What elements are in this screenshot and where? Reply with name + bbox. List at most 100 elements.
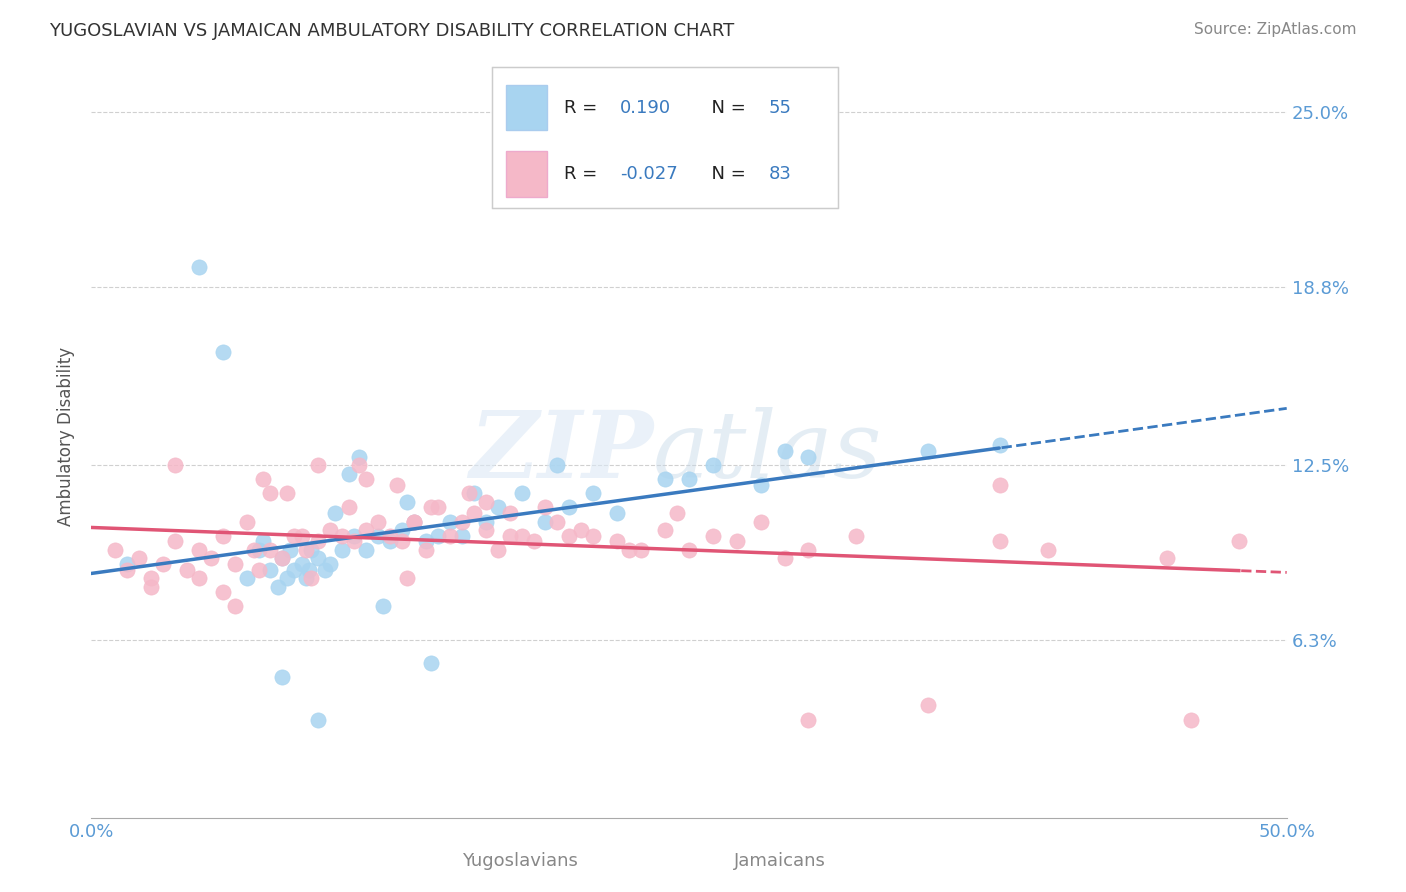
Point — [295, 571, 318, 585]
Point — [474, 515, 496, 529]
Point — [510, 486, 533, 500]
Point — [307, 458, 329, 472]
Point — [295, 542, 318, 557]
Point — [290, 529, 312, 543]
Point — [266, 580, 288, 594]
Point — [211, 529, 233, 543]
Point — [259, 542, 281, 557]
Point — [569, 523, 592, 537]
Point — [187, 571, 209, 585]
Point — [259, 563, 281, 577]
Point — [797, 450, 820, 464]
Point — [276, 486, 298, 500]
Point — [339, 467, 361, 481]
Point — [402, 515, 425, 529]
Point — [534, 500, 557, 515]
Point — [307, 551, 329, 566]
Point — [773, 444, 796, 458]
Point — [298, 563, 321, 577]
Point — [271, 551, 294, 566]
Point — [283, 563, 305, 577]
Point — [283, 529, 305, 543]
Point — [252, 472, 274, 486]
Point — [415, 534, 437, 549]
Point — [347, 450, 370, 464]
Point — [1156, 551, 1178, 566]
Point — [276, 571, 298, 585]
Point — [259, 486, 281, 500]
Point — [128, 551, 150, 566]
Point — [678, 472, 700, 486]
Point — [115, 563, 138, 577]
Point — [139, 580, 162, 594]
Point — [797, 542, 820, 557]
Point — [307, 713, 329, 727]
Point — [247, 542, 270, 557]
Point — [665, 506, 688, 520]
Point — [330, 542, 353, 557]
Point — [702, 529, 724, 543]
Point — [367, 529, 389, 543]
Point — [546, 515, 568, 529]
Point — [988, 534, 1011, 549]
Point — [339, 500, 361, 515]
Point — [343, 529, 366, 543]
Text: YUGOSLAVIAN VS JAMAICAN AMBULATORY DISABILITY CORRELATION CHART: YUGOSLAVIAN VS JAMAICAN AMBULATORY DISAB… — [49, 22, 734, 40]
Point — [486, 542, 509, 557]
Point — [395, 571, 418, 585]
Point — [1036, 542, 1059, 557]
Point — [725, 534, 748, 549]
Point — [1227, 534, 1250, 549]
Point — [546, 458, 568, 472]
Point — [617, 542, 640, 557]
Point — [387, 478, 409, 492]
Point — [463, 506, 485, 520]
Point — [235, 571, 257, 585]
Point — [391, 523, 413, 537]
Point — [450, 529, 472, 543]
Point — [187, 542, 209, 557]
Point — [152, 557, 174, 571]
Point — [486, 500, 509, 515]
Point — [367, 515, 389, 529]
Point — [463, 486, 485, 500]
Point — [498, 506, 520, 520]
Point — [558, 529, 581, 543]
Point — [252, 534, 274, 549]
Point — [988, 438, 1011, 452]
Point — [187, 260, 209, 275]
Point — [354, 523, 377, 537]
Point — [439, 515, 461, 529]
Text: Source: ZipAtlas.com: Source: ZipAtlas.com — [1194, 22, 1357, 37]
Point — [139, 571, 162, 585]
Point — [558, 500, 581, 515]
Text: atlas: atlas — [652, 407, 883, 497]
Point — [104, 542, 127, 557]
Point — [176, 563, 198, 577]
Point — [606, 506, 628, 520]
Point — [395, 495, 418, 509]
Text: ZIP: ZIP — [468, 407, 652, 497]
Point — [845, 529, 868, 543]
Point — [242, 542, 264, 557]
Point — [522, 534, 544, 549]
Point — [917, 698, 939, 713]
Point — [749, 478, 772, 492]
Point — [988, 478, 1011, 492]
Point — [330, 529, 353, 543]
Point — [354, 542, 377, 557]
Point — [415, 542, 437, 557]
Point — [378, 529, 401, 543]
Point — [319, 523, 342, 537]
Point — [299, 542, 322, 557]
Point — [419, 656, 441, 670]
Point — [299, 571, 322, 585]
Y-axis label: Ambulatory Disability: Ambulatory Disability — [58, 347, 75, 526]
Point — [498, 529, 520, 543]
Point — [749, 515, 772, 529]
Text: Jamaicans: Jamaicans — [734, 852, 827, 870]
Point — [917, 444, 939, 458]
Point — [1180, 713, 1202, 727]
Point — [606, 534, 628, 549]
Point — [474, 523, 496, 537]
